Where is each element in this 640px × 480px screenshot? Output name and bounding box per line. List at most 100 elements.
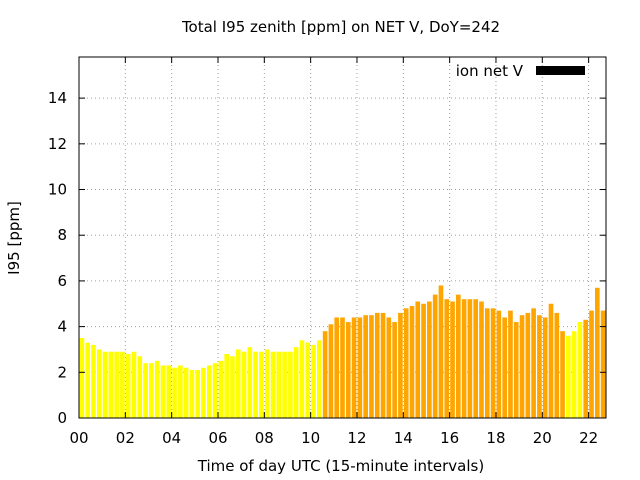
bar: [183, 367, 189, 418]
bar: [311, 344, 316, 418]
bar: [473, 299, 479, 418]
bar: [189, 370, 195, 418]
bar: [548, 303, 554, 418]
legend: ion net V: [456, 62, 585, 80]
bar: [583, 319, 589, 418]
bar: [409, 306, 415, 418]
bar: [235, 349, 241, 418]
bar: [490, 308, 496, 418]
bar: [357, 317, 363, 418]
bar: [461, 299, 467, 418]
bar: [322, 331, 328, 418]
bar: [154, 360, 160, 418]
bar: [513, 322, 519, 418]
bar: [537, 315, 542, 418]
bar: [415, 301, 421, 418]
bar: [589, 310, 594, 418]
y-tick-label: 2: [57, 363, 67, 381]
plot-frame: [78, 56, 607, 419]
bar: [571, 331, 577, 418]
bar: [600, 310, 606, 418]
x-tick-label: 22: [579, 429, 598, 447]
bar: [172, 367, 177, 418]
bar: [392, 322, 397, 418]
y-tick-label: 0: [57, 409, 67, 427]
bar: [369, 315, 374, 418]
bar: [577, 322, 583, 418]
bar: [340, 317, 345, 418]
bar: [519, 315, 525, 418]
bar: [345, 322, 351, 418]
bar: [334, 317, 340, 418]
x-tick-label: 18: [486, 429, 505, 447]
bar: [131, 351, 137, 418]
x-tick-label: 06: [208, 429, 227, 447]
y-tick-label: 4: [57, 318, 67, 336]
x-tick-label: 12: [347, 429, 366, 447]
bar: [305, 342, 311, 418]
bar: [560, 331, 565, 418]
y-tick-label: 6: [57, 272, 67, 290]
bar: [479, 301, 484, 418]
bar: [566, 335, 571, 418]
bar: [351, 317, 357, 418]
bar: [403, 308, 409, 418]
bar: [421, 303, 426, 418]
bar: [264, 349, 270, 418]
bar: [166, 365, 172, 418]
bar: [282, 351, 287, 418]
bar: [502, 317, 507, 418]
bar: [96, 349, 102, 418]
bar: [398, 312, 403, 418]
bar: [363, 315, 368, 418]
axis-ticks: [78, 57, 606, 419]
bar: [137, 356, 143, 418]
bar: [230, 356, 235, 418]
bar: [91, 344, 96, 418]
bar: [594, 287, 600, 418]
bar: [531, 308, 536, 418]
bar: [270, 351, 276, 418]
bar: [125, 354, 131, 418]
bar: [525, 312, 531, 418]
bar: [484, 308, 490, 418]
bar: [380, 312, 386, 418]
bar: [450, 301, 455, 418]
legend-label: ion net V: [456, 62, 524, 80]
bar: [259, 351, 264, 418]
y-tick-label: 14: [48, 89, 67, 107]
bar: [224, 354, 229, 418]
x-axis-label: Time of day UTC (15-minute intervals): [197, 457, 484, 475]
bar: [79, 338, 85, 418]
x-tick-label: 16: [440, 429, 459, 447]
bar: [218, 360, 224, 418]
bar: [85, 342, 91, 418]
bar: [247, 347, 253, 418]
bar: [120, 351, 125, 418]
bar: [206, 365, 212, 418]
bar: [467, 299, 473, 418]
x-tick-label: 04: [162, 429, 181, 447]
bar: [386, 317, 392, 418]
bar: [201, 367, 206, 418]
bar: [288, 351, 293, 418]
x-tick-label: 08: [255, 429, 274, 447]
x-tick-label: 14: [394, 429, 413, 447]
bar: [108, 351, 114, 418]
bar: [276, 351, 282, 418]
bar-series: [79, 285, 606, 418]
legend-swatch: [536, 66, 585, 75]
bar: [114, 351, 119, 418]
bar: [496, 310, 502, 418]
x-tick-label: 10: [301, 429, 320, 447]
bar: [212, 363, 218, 418]
bar: [432, 294, 438, 418]
y-tick-label: 10: [48, 181, 67, 199]
bar: [241, 351, 247, 418]
bar: [542, 317, 548, 418]
bar: [299, 340, 305, 418]
bar: [178, 365, 183, 418]
bar: [328, 324, 334, 418]
